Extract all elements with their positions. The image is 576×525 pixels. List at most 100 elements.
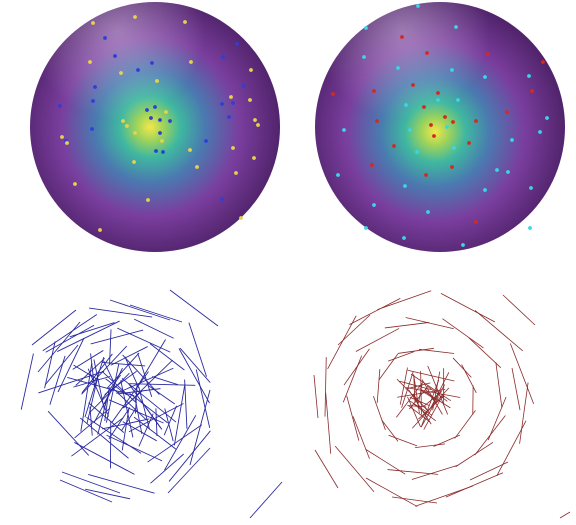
lines-right-segment-57 (411, 464, 459, 480)
sphere-left-point-blue-19 (227, 115, 231, 119)
lines-left-segment-37 (104, 367, 123, 405)
lines-left-segment-100 (37, 321, 81, 373)
lines-right-segment-38 (399, 380, 432, 390)
sphere-right-point-red-2 (486, 52, 490, 56)
lines-left-segment-91 (173, 385, 186, 446)
lines-left-segment-88 (195, 369, 211, 428)
sphere-right-point-cyan-20 (506, 170, 510, 174)
sphere-right-point-red-10 (451, 120, 455, 124)
sphere-left-point-yellow-26 (146, 198, 150, 202)
lines-left-segment-72 (184, 379, 188, 429)
lines-left-segment-63 (123, 359, 173, 408)
sphere-left-point-yellow-10 (256, 123, 260, 127)
lines-right-segment-69 (495, 362, 503, 408)
sphere-right-point-red-8 (429, 123, 433, 127)
sphere-right-point-red-18 (392, 144, 396, 148)
sphere-left-point-yellow-17 (132, 160, 136, 164)
lines-right-segment-3 (410, 373, 451, 401)
sphere-right-point-cyan-22 (336, 173, 340, 177)
sphere-left-point-yellow-20 (188, 148, 192, 152)
lines-right-segment-39 (408, 400, 433, 416)
sphere-right-point-cyan-5 (483, 75, 487, 79)
lines-left-segment-1 (81, 345, 128, 395)
lines-right-segment-66 (405, 317, 454, 330)
lines-right-segment-88 (314, 449, 339, 489)
sphere-right-point-red-12 (474, 119, 478, 123)
sphere-left-point-yellow-25 (73, 182, 77, 186)
lines-left-segment-44 (104, 370, 137, 396)
sphere-right-point-red-4 (375, 119, 379, 123)
sphere-left-point-blue-4 (90, 127, 94, 131)
lines-left-segment-107 (189, 389, 211, 466)
lines-left-segment-99 (31, 309, 77, 346)
lines-left-segment-90 (178, 348, 210, 404)
lines-right-segment-61 (346, 395, 360, 441)
sphere-right-point-cyan-21 (483, 188, 487, 192)
sphere-left-point-blue-11 (158, 118, 162, 122)
sphere-right-point-cyan-4 (450, 68, 454, 72)
lines-left-segment-86 (45, 324, 95, 353)
sphere-left-panel (30, 2, 280, 252)
lines-right-segment-67 (442, 318, 484, 349)
lines-left-segment-65 (105, 378, 127, 396)
sphere-right-points (331, 4, 549, 247)
lines-left-segment-28 (109, 329, 112, 365)
lines-left-segment-59 (81, 353, 113, 394)
sphere-left-point-blue-15 (154, 149, 158, 153)
sphere-right-point-red-6 (436, 91, 440, 95)
lines-right-segment-36 (396, 378, 428, 410)
sphere-left-point-yellow-16 (160, 139, 164, 143)
lines-right-segment-74 (365, 477, 418, 507)
sphere-right-point-cyan-27 (529, 186, 533, 190)
sphere-left-point-blue-1 (136, 68, 140, 72)
lines-left-segment-21 (106, 352, 140, 389)
lines-left-segment-76 (179, 347, 211, 383)
lines-left-segment-98 (169, 289, 219, 327)
lines-right-segment-37 (408, 386, 428, 410)
lines-right-segment-56 (455, 441, 494, 468)
lines-right-segment-44 (388, 434, 418, 447)
sphere-left-point-blue-13 (149, 116, 153, 120)
sphere-right-point-cyan-28 (528, 226, 532, 230)
sphere-left-point-yellow-28 (239, 216, 243, 220)
sphere-left-point-yellow-24 (252, 156, 256, 160)
lines-left-segment-75 (90, 329, 144, 345)
lines-right-segment-68 (468, 337, 502, 369)
lines-right-segment-87 (511, 367, 521, 411)
lines-left-segment-40 (38, 370, 105, 394)
lines-right-segment-71 (496, 420, 527, 477)
lines-right-segment-84 (502, 294, 536, 326)
lines-left-segment-84 (88, 474, 155, 494)
sphere-right-point-cyan-13 (436, 98, 440, 102)
sphere-right-point-cyan-16 (510, 138, 514, 142)
lines-left-segment-102 (57, 337, 85, 393)
sphere-right-point-cyan-11 (445, 125, 449, 129)
sphere-left-point-yellow-0 (133, 15, 137, 19)
sphere-left-point-blue-21 (235, 42, 239, 46)
lines-left-segment-17 (133, 416, 177, 450)
sphere-right-point-red-22 (530, 89, 534, 93)
lines-right-segment-49 (388, 351, 415, 362)
sphere-right-point-cyan-1 (454, 25, 458, 29)
sphere-right-point-red-16 (450, 165, 454, 169)
lines-left-segment-96 (109, 299, 171, 321)
sphere-right-point-cyan-18 (415, 150, 419, 154)
sphere-right-point-cyan-7 (545, 116, 549, 120)
sphere-left-point-yellow-9 (229, 95, 233, 99)
sphere-right-point-red-7 (422, 105, 426, 109)
sphere-left-point-blue-9 (145, 108, 149, 112)
lines-right-segment-72 (445, 472, 504, 498)
sphere-left-point-blue-12 (168, 119, 172, 123)
lines-right-segment-64 (355, 328, 400, 352)
lines-left-segment-25 (121, 409, 130, 451)
lines-right-segment-50 (397, 347, 434, 354)
lines-left-segment-82 (149, 343, 185, 371)
sphere-left-point-yellow-23 (234, 171, 238, 175)
lines-right-segment-8 (421, 379, 440, 427)
sphere-right-point-red-5 (411, 83, 415, 87)
lines-right-segment-75 (334, 445, 375, 493)
lines-left-segment-38 (79, 417, 129, 459)
sphere-left-point-yellow-6 (189, 60, 193, 64)
lines-left-segment-43 (116, 367, 174, 394)
sphere-left-point-blue-3 (91, 99, 95, 103)
